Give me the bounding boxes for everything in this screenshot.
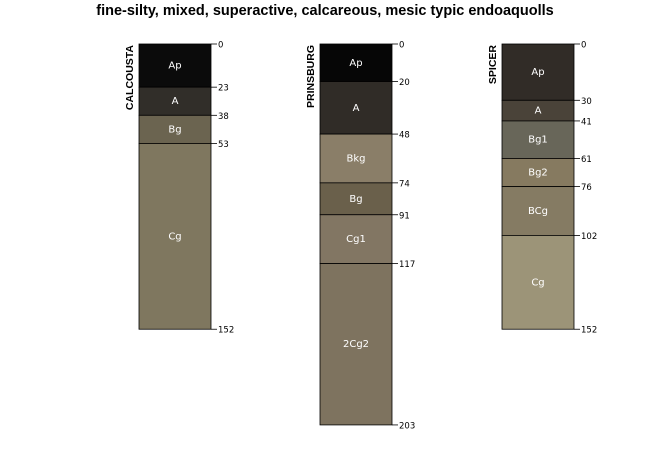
horizon-label: Bg2 <box>528 168 548 179</box>
horizon-label: Cg <box>531 277 544 288</box>
depth-label: 38 <box>218 112 229 122</box>
horizon-cg <box>138 143 212 330</box>
horizon-label: A <box>535 106 542 117</box>
horizon-label: Cg <box>168 231 181 242</box>
horizon-bg2 <box>501 158 575 188</box>
horizon-label: A <box>353 103 360 114</box>
profile-name: SPICER <box>487 45 499 85</box>
depth-label: 76 <box>581 183 592 193</box>
profile-prinsburg: Ap A Bkg Bg Cg1 2Cg2 0 20 48 74 91 117 203 PRINSBURG <box>305 41 415 432</box>
horizon-ap <box>501 43 575 101</box>
horizon-label: Bg1 <box>528 135 548 146</box>
depth-label: 41 <box>581 117 592 127</box>
depth-label: 117 <box>399 260 415 270</box>
horizon-label: Cg1 <box>346 234 366 245</box>
depth-label: 23 <box>218 84 229 94</box>
depth-label: 91 <box>399 211 410 221</box>
depth-label: 0 <box>218 41 223 51</box>
horizon-bg <box>138 114 212 144</box>
horizon-label: Ap <box>168 61 181 72</box>
horizon-bkg <box>319 133 393 184</box>
depth-label: 0 <box>399 41 404 51</box>
horizon-a <box>319 81 393 135</box>
horizon-label: 2Cg2 <box>343 339 369 350</box>
profile-name: CALCOUSTA <box>124 45 136 111</box>
depth-label: 152 <box>581 326 597 336</box>
horizon-cg1 <box>319 214 393 264</box>
horizon-label: Ap <box>531 67 544 78</box>
depth-label: 53 <box>218 140 229 150</box>
horizon-label: Bg <box>168 124 181 135</box>
horizon-label: BCg <box>528 206 548 217</box>
depth-label: 20 <box>399 78 410 88</box>
depth-label: 102 <box>581 232 597 242</box>
horizon-2cg2 <box>319 263 393 426</box>
profile-name: PRINSBURG <box>305 45 317 108</box>
figure-title: fine-silty, mixed, superactive, calcareo… <box>96 3 554 19</box>
depth-label: 48 <box>399 131 410 141</box>
horizon-bcg <box>501 186 575 236</box>
depth-label: 30 <box>581 97 592 107</box>
horizon-ap <box>319 43 393 82</box>
horizon-ap <box>138 43 212 88</box>
depth-label: 74 <box>399 179 410 189</box>
depth-label: 203 <box>399 421 415 431</box>
depth-label: 0 <box>581 41 586 51</box>
horizon-label: Bg <box>349 194 362 205</box>
profile-calcousta: Ap A Bg Cg 0 23 38 53 152 CALCOUSTA <box>124 41 234 336</box>
horizon-bg <box>319 182 393 216</box>
horizon-label: Ap <box>349 58 362 69</box>
horizon-label: A <box>172 96 179 107</box>
profile-spicer: Ap A Bg1 Bg2 BCg Cg 0 30 41 61 76 102 152 SPICER <box>487 41 597 336</box>
depth-label: 61 <box>581 155 592 165</box>
horizon-label: Bkg <box>347 153 366 164</box>
horizon-cg <box>501 235 575 330</box>
depth-label: 152 <box>218 326 234 336</box>
horizon-bg1 <box>501 120 575 159</box>
